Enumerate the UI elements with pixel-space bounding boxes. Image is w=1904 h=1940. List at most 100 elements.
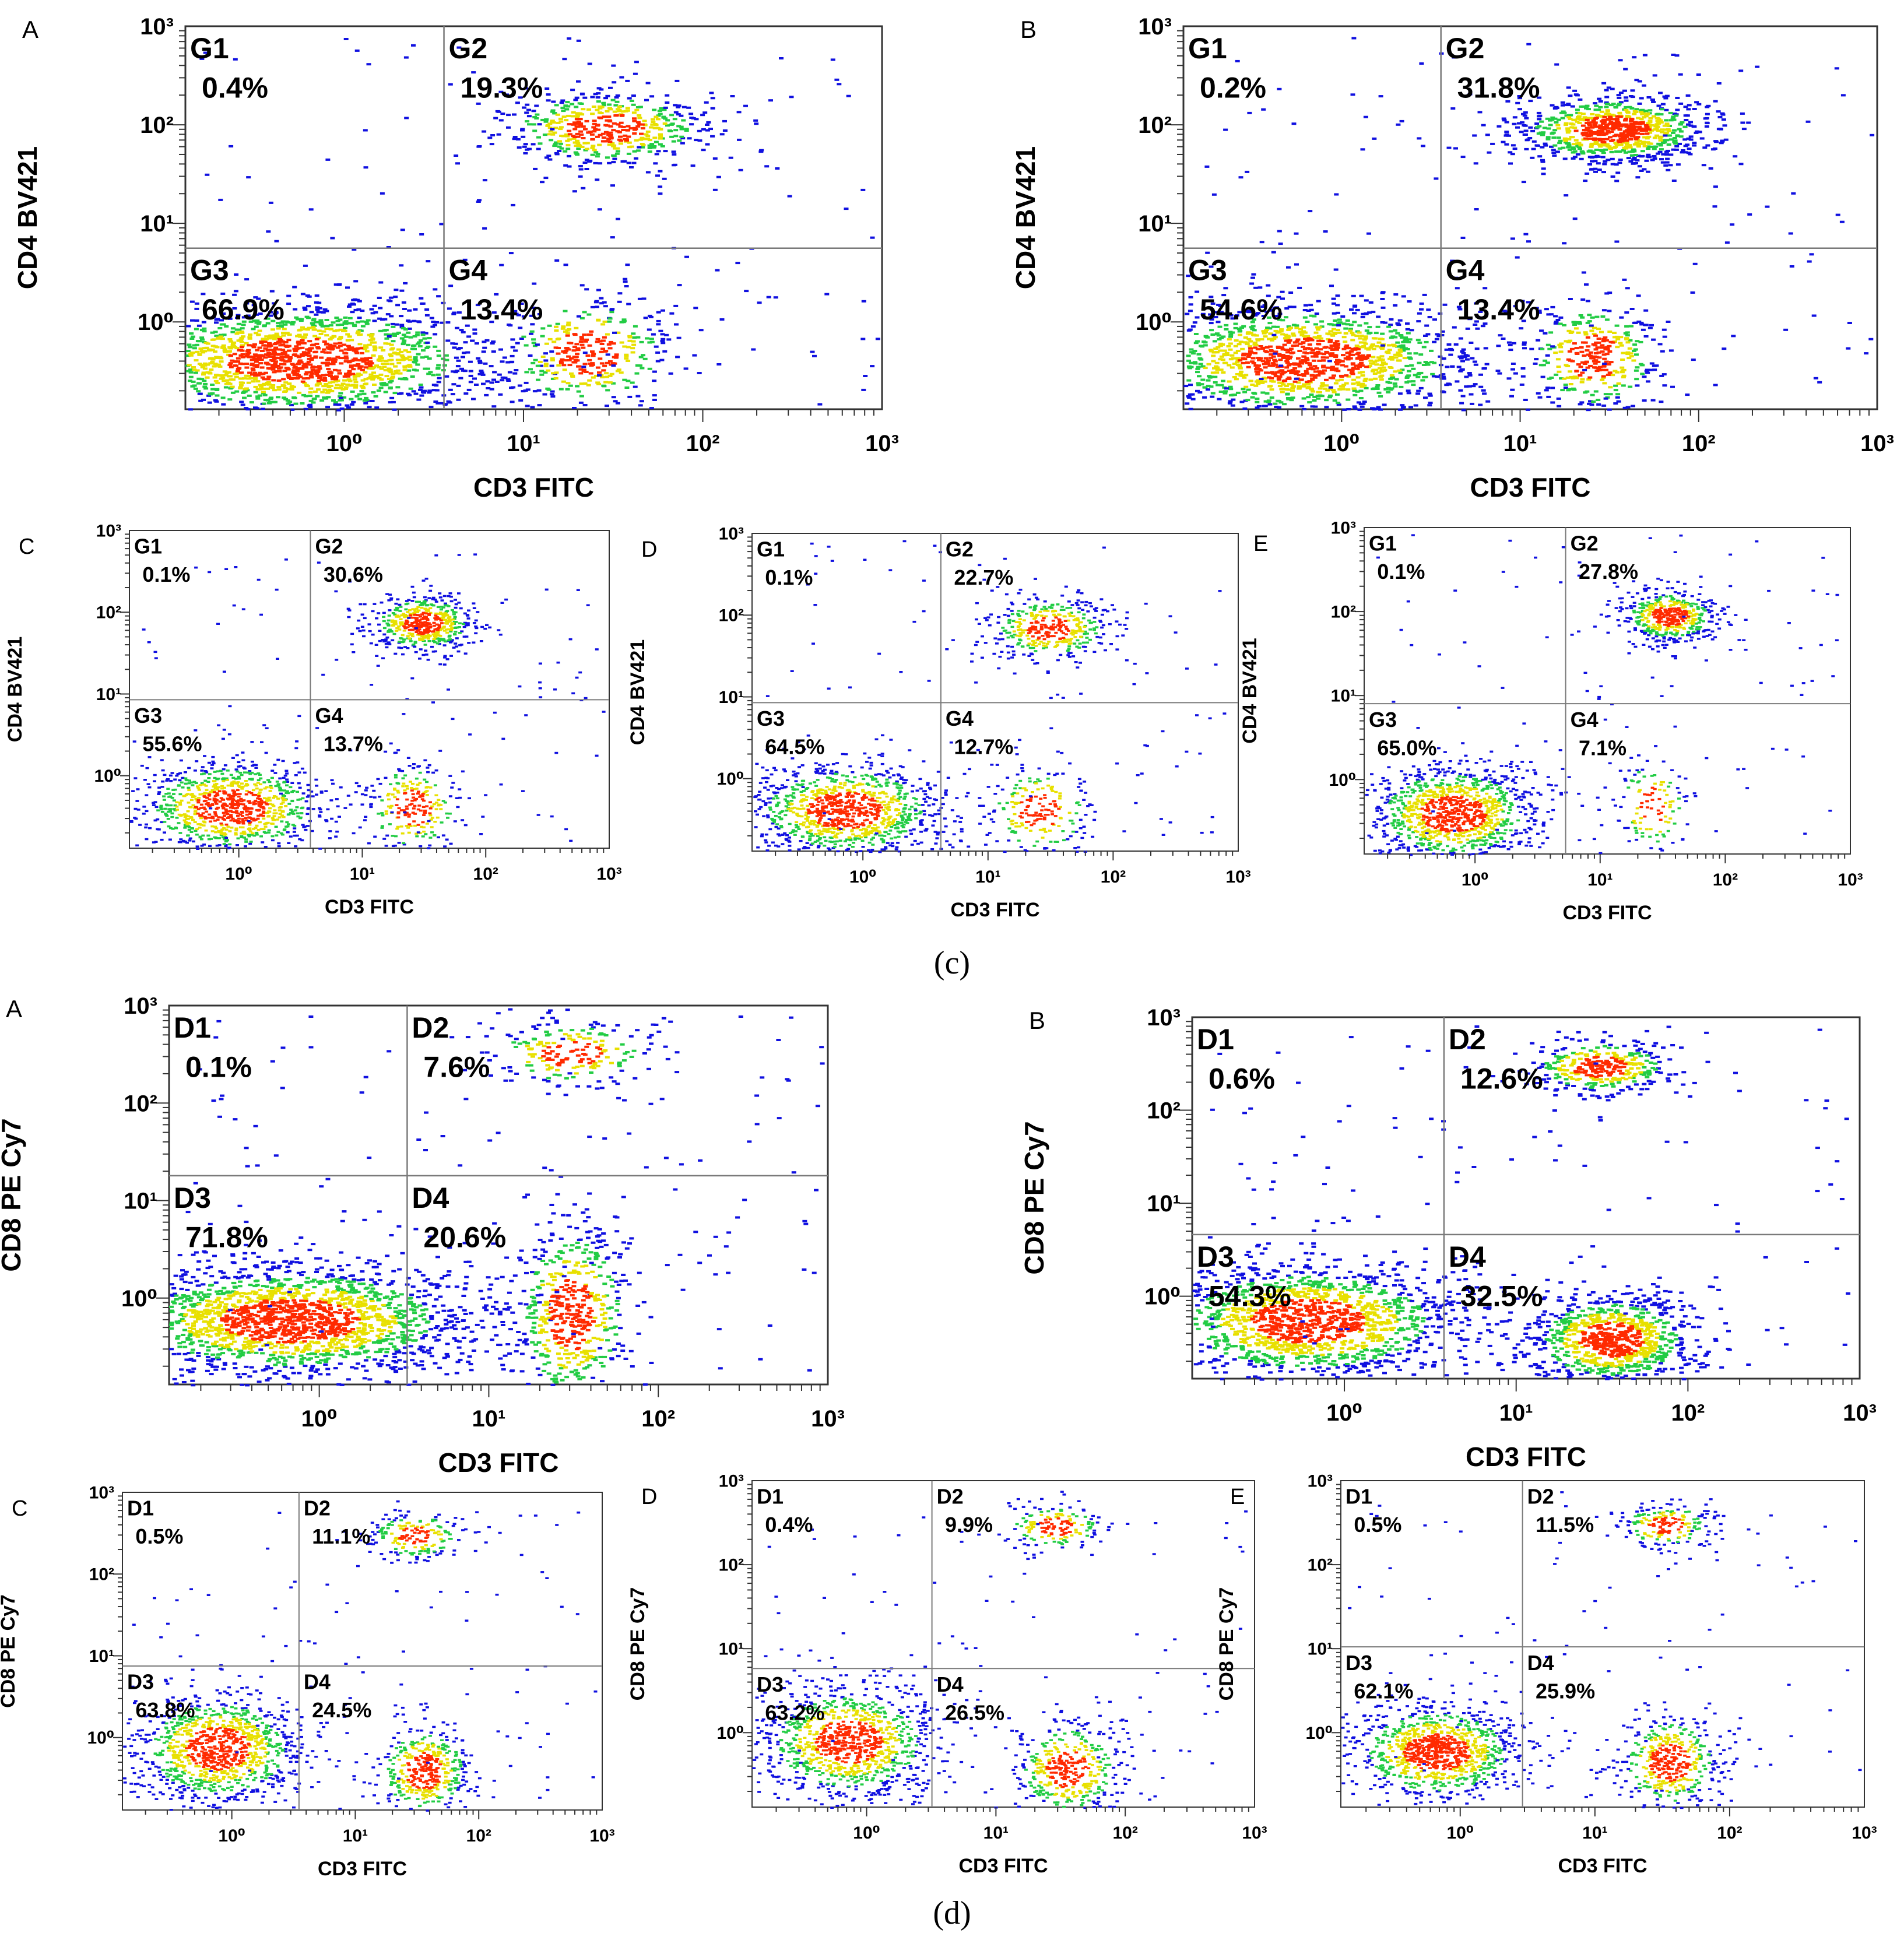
event-dot <box>632 117 637 120</box>
event-dot <box>456 384 461 387</box>
event-dot <box>565 105 571 108</box>
event-dot <box>633 72 638 75</box>
event-dot <box>1534 358 1539 361</box>
event-dot <box>406 350 412 353</box>
event-dot <box>1607 291 1613 294</box>
event-dot <box>1206 379 1211 382</box>
event-dot <box>1352 312 1357 315</box>
event-dot <box>680 142 685 145</box>
event-dot <box>1508 349 1513 352</box>
event-dot <box>310 344 315 347</box>
event-dot <box>1292 362 1297 365</box>
event-dot <box>228 347 233 350</box>
event-dot <box>710 135 715 138</box>
event-dot <box>268 401 273 403</box>
event-dot <box>1294 232 1299 235</box>
event-dot <box>1232 376 1237 378</box>
event-dot <box>1495 370 1501 372</box>
event-dot <box>1285 337 1291 340</box>
event-dot <box>276 396 280 399</box>
event-dot <box>364 396 369 399</box>
event-dot <box>1406 332 1411 335</box>
event-dot <box>325 406 330 409</box>
event-dot <box>325 359 330 361</box>
event-dot <box>1467 372 1472 374</box>
event-dot <box>197 340 202 343</box>
event-dot <box>348 322 353 325</box>
event-dot <box>283 387 288 389</box>
event-dot <box>388 386 393 389</box>
event-dot <box>568 384 573 387</box>
event-dot <box>1659 374 1664 377</box>
event-dot <box>1510 368 1515 371</box>
event-dot <box>1650 99 1655 101</box>
event-dot <box>608 86 613 89</box>
event-dot <box>1557 405 1562 407</box>
event-dot <box>1332 328 1336 331</box>
event-dot <box>1568 383 1573 385</box>
event-dot <box>613 400 618 403</box>
event-dot <box>644 133 649 136</box>
event-dot <box>496 110 501 113</box>
event-dot <box>301 336 306 339</box>
event-dot <box>1558 346 1564 349</box>
event-dot <box>1404 364 1410 367</box>
event-dot <box>582 333 587 336</box>
event-dot <box>1371 337 1376 340</box>
event-dot <box>1606 159 1611 161</box>
event-dot <box>1554 63 1559 66</box>
event-dot <box>263 371 268 374</box>
event-dot <box>1445 365 1450 368</box>
event-dot <box>324 334 329 337</box>
event-dot <box>221 403 226 406</box>
event-dot <box>1402 357 1407 360</box>
event-dot <box>1411 367 1416 370</box>
event-dot <box>1456 365 1462 368</box>
event-dot <box>1337 331 1342 334</box>
event-dot <box>203 387 209 390</box>
event-dot <box>222 333 227 336</box>
event-dot <box>308 395 312 398</box>
event-dot <box>1292 341 1298 344</box>
event-dot <box>649 407 654 410</box>
event-dot <box>378 281 384 284</box>
event-dot <box>239 400 244 403</box>
event-dot <box>534 117 539 120</box>
event-dot <box>1360 346 1365 349</box>
event-dot <box>248 377 254 379</box>
event-dot <box>1294 263 1299 266</box>
event-dot <box>527 123 532 126</box>
event-dot <box>521 135 526 138</box>
event-dot <box>549 364 554 367</box>
event-dot <box>451 383 456 386</box>
event-dot <box>556 338 561 340</box>
event-dot <box>567 123 572 126</box>
event-dot <box>1655 120 1660 122</box>
event-dot <box>1666 149 1670 152</box>
event-dot <box>1588 156 1593 159</box>
event-dot <box>1506 341 1512 344</box>
event-dot <box>1562 157 1568 160</box>
event-dot <box>1259 378 1264 380</box>
event-dot <box>322 377 327 379</box>
event-dot <box>290 323 295 326</box>
event-dot <box>1191 352 1196 355</box>
event-dot <box>1192 321 1197 324</box>
event-dot <box>705 129 710 132</box>
event-dot <box>423 367 428 370</box>
event-dot <box>200 338 205 341</box>
event-dot <box>210 331 215 334</box>
event-dot <box>1296 357 1301 360</box>
event-dot <box>426 260 431 263</box>
event-dot <box>349 403 354 406</box>
event-dot <box>1608 340 1614 343</box>
event-dot <box>1319 320 1325 323</box>
event-dot <box>1485 400 1491 403</box>
event-dot <box>452 311 457 314</box>
event-dot <box>662 122 668 125</box>
event-dot <box>1580 124 1586 127</box>
event-dot <box>600 347 605 350</box>
event-dot <box>293 402 298 405</box>
event-dot <box>554 371 559 374</box>
event-dot <box>456 359 461 362</box>
